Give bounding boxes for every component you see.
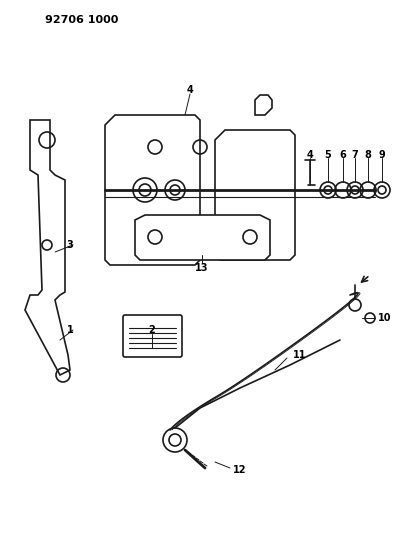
Text: 8: 8 bbox=[364, 150, 371, 160]
Polygon shape bbox=[135, 215, 270, 260]
Text: 5: 5 bbox=[325, 150, 331, 160]
Text: 1: 1 bbox=[67, 325, 73, 335]
Text: 4: 4 bbox=[187, 85, 193, 95]
Text: 10: 10 bbox=[378, 313, 392, 323]
Text: 2: 2 bbox=[149, 325, 156, 335]
FancyBboxPatch shape bbox=[123, 315, 182, 357]
Polygon shape bbox=[25, 120, 70, 375]
Text: 9: 9 bbox=[379, 150, 386, 160]
Text: 13: 13 bbox=[195, 263, 209, 273]
Polygon shape bbox=[105, 115, 200, 265]
Text: 12: 12 bbox=[233, 465, 247, 475]
Text: 11: 11 bbox=[293, 350, 307, 360]
Text: 92706 1000: 92706 1000 bbox=[45, 15, 118, 25]
Polygon shape bbox=[215, 130, 295, 260]
Polygon shape bbox=[255, 95, 272, 115]
Text: 6: 6 bbox=[340, 150, 346, 160]
Text: 7: 7 bbox=[352, 150, 358, 160]
Circle shape bbox=[365, 313, 375, 323]
Text: 3: 3 bbox=[67, 240, 73, 250]
Text: 4: 4 bbox=[307, 150, 313, 160]
